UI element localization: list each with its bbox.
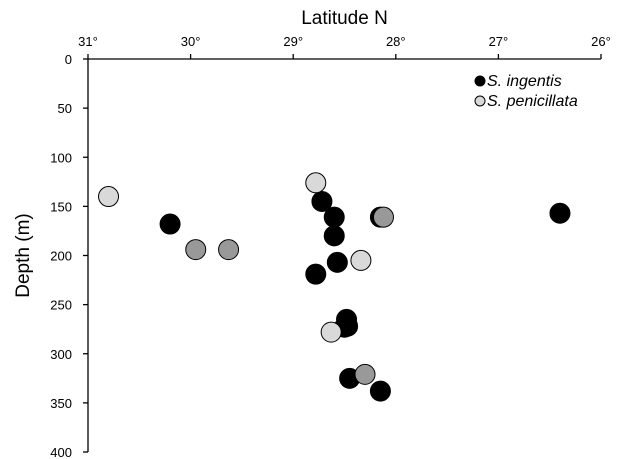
data-point-series-0 [311,190,333,212]
data-point-series-0 [323,225,345,247]
y-tick-label: 400 [50,445,72,459]
legend-label: S. ingentis [487,73,562,90]
y-tick-label: 350 [50,396,72,411]
data-points [98,172,571,402]
data-point-series-1 [320,321,342,343]
data-point-series-1 [305,172,327,194]
data-point-series-2 [372,206,394,228]
y-tick-label: 150 [50,199,72,214]
y-tick-label: 300 [50,347,72,362]
data-point-series-0 [305,263,327,285]
x-tick-label: 30° [181,34,201,49]
y-tick-label: 50 [58,101,72,116]
y-tick-label: 250 [50,298,72,313]
data-point-series-0 [323,206,345,228]
x-axis-title: Latitude N [301,8,388,29]
data-point-series-0 [369,380,391,402]
y-tick-label: 200 [50,249,72,264]
legend-label: S. penicillata [487,93,578,110]
data-point-series-1 [98,186,120,208]
x-tick-label: 27° [489,34,509,49]
y-axis-title: Depth (m) [13,213,34,297]
y-tick-label: 100 [50,150,72,165]
x-tick-label: 31° [78,34,98,49]
data-point-series-0 [549,202,571,224]
data-point-series-1 [350,249,372,271]
axes: 31° 30° 29° 28° 27° 26° 0 50 100 150 200 250 300 350 4… [13,8,611,459]
data-point-series-2 [185,239,207,261]
data-point-series-0 [159,213,181,235]
x-tick-label: 26° [591,34,611,49]
data-point-series-2 [218,239,240,261]
data-point-series-2 [354,363,376,385]
legend-marker [474,75,486,87]
x-tick-label: 28° [386,34,406,49]
x-tick-label: 29° [283,34,303,49]
legend-marker [474,95,486,107]
legend: S. ingentis S. penicillata [474,73,578,110]
y-tick-label: 0 [65,52,72,67]
data-point-series-0 [326,251,348,273]
